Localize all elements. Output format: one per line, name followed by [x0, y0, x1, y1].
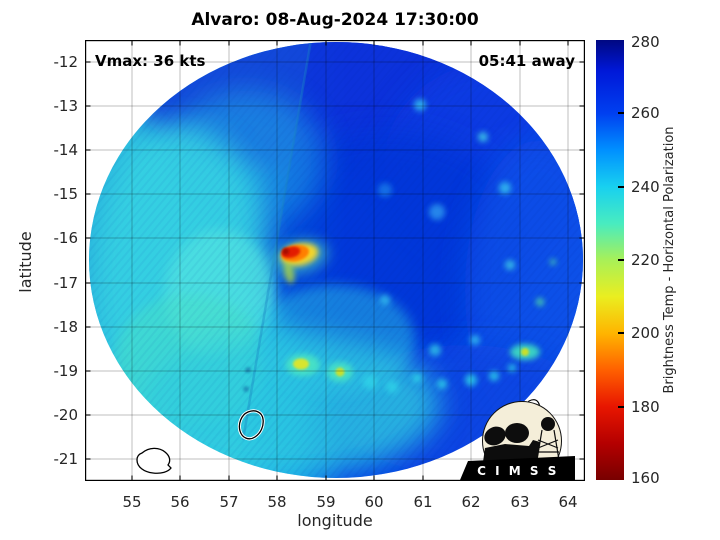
colorbar-tick-label: 280	[631, 33, 660, 51]
y-tick-label: -19	[53, 362, 79, 380]
colorbar-tick	[618, 332, 624, 334]
y-tick-label: -15	[53, 185, 79, 203]
cimss-banner-text: C I M S S	[477, 464, 559, 478]
colorbar-tick	[618, 406, 624, 408]
colorbar-tick	[618, 186, 624, 188]
water-tower-icon	[536, 417, 560, 461]
colorbar-tick-label: 180	[631, 398, 660, 416]
y-tick-label: -20	[53, 406, 79, 424]
colorbar-tick-label: 160	[631, 469, 660, 487]
colorbar-tick	[618, 112, 624, 114]
x-tick-label: 60	[364, 493, 384, 511]
x-tick-label: 59	[316, 493, 336, 511]
colorbar-tick-label: 200	[631, 324, 660, 342]
x-tick-label: 55	[122, 493, 142, 511]
speckles	[378, 99, 556, 356]
x-tick-label: 62	[461, 493, 481, 511]
colorbar-tick-label: 220	[631, 251, 660, 269]
x-tick-label: 57	[219, 493, 239, 511]
time-away-annotation: 05:41 away	[478, 52, 575, 70]
y-tick-label: -12	[53, 53, 79, 71]
satellite-dishes-icon	[483, 423, 540, 462]
x-axis-label: longitude	[297, 511, 373, 530]
y-tick-label: -17	[53, 274, 79, 292]
colorbar-tick-label: 240	[631, 178, 660, 196]
x-tick-label: 58	[267, 493, 287, 511]
y-axis-label: latitude	[16, 231, 35, 293]
x-tick-label: 61	[413, 493, 433, 511]
x-tick-label: 63	[510, 493, 530, 511]
coastline-reunion	[136, 447, 172, 474]
scanline-texture	[89, 42, 583, 478]
y-tick-label: -16	[53, 229, 79, 247]
x-tick-label: 64	[558, 493, 578, 511]
plot-area: C I M S S	[85, 40, 585, 481]
plot-title: Alvaro: 08-Aug-2024 17:30:00	[191, 10, 479, 30]
y-tick-label: -14	[53, 141, 79, 159]
x-tick-label: 56	[170, 493, 190, 511]
convective-hotspot	[273, 238, 329, 284]
swath-seam	[89, 42, 313, 478]
cimss-logo: C I M S S	[460, 401, 575, 481]
colorbar-tick	[618, 259, 624, 261]
cimss-banner	[460, 456, 575, 480]
warm-cells	[286, 344, 540, 393]
vmax-annotation: Vmax: 36 kts	[95, 52, 206, 70]
y-tick-label: -18	[53, 318, 79, 336]
colorbar-tick-label: 260	[631, 104, 660, 122]
colorbar-axis-label: Brightness Temp - Horizontal Polarizatio…	[662, 126, 677, 394]
axes-border	[85, 40, 585, 481]
y-tick-label: -21	[53, 450, 79, 468]
y-tick-label: -13	[53, 97, 79, 115]
coastline-mauritius	[237, 409, 265, 441]
